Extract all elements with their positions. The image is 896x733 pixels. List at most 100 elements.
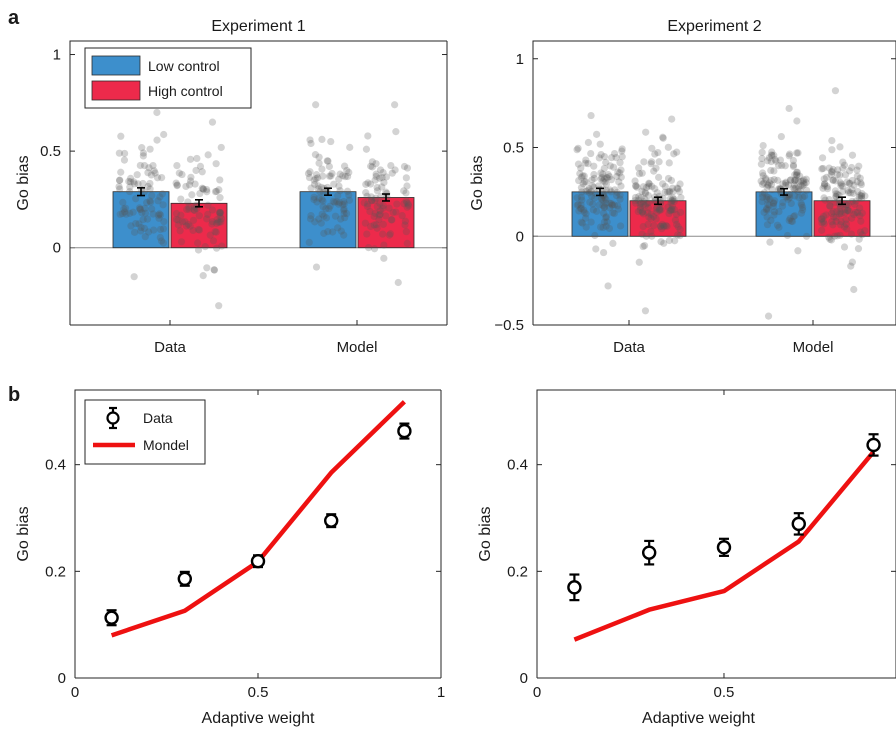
data-point (595, 201, 603, 209)
data-point (375, 215, 383, 224)
data-point (670, 205, 679, 214)
data-point (820, 182, 828, 190)
y-axis-label: Go bias (477, 506, 494, 561)
data-point (643, 199, 651, 208)
data-point (215, 302, 223, 310)
data-point (842, 201, 850, 209)
data-point (782, 181, 790, 190)
data-point (858, 190, 866, 198)
data-point (366, 180, 375, 188)
data-point (145, 228, 153, 236)
data-point (669, 188, 677, 196)
data-point (589, 200, 597, 208)
data-point (855, 193, 863, 202)
data-point (324, 228, 332, 236)
data-point (768, 185, 776, 194)
data-point (767, 181, 776, 189)
bar (571, 191, 629, 237)
data-point (315, 159, 323, 167)
data-point (802, 232, 811, 240)
data-point (217, 218, 225, 226)
data-point (160, 130, 168, 139)
data-point (608, 201, 616, 209)
data-point (792, 184, 800, 192)
data-point (670, 195, 678, 204)
data-point (613, 188, 621, 196)
data-point (187, 173, 195, 181)
y-axis-label: Go bias (469, 155, 486, 210)
data-point (198, 184, 206, 192)
data-point (199, 185, 207, 193)
data-point (794, 247, 802, 255)
data-point (667, 205, 676, 213)
data-point (577, 193, 585, 201)
data-point (173, 181, 181, 189)
data-point (644, 209, 652, 217)
data-point (823, 183, 831, 191)
data-point (849, 189, 857, 197)
data-point (668, 196, 677, 204)
y-tick-label: 1 (516, 51, 524, 68)
data-point (310, 176, 318, 184)
data-point (599, 196, 607, 205)
data-point (635, 193, 643, 201)
data-point (653, 204, 661, 212)
data-point (766, 238, 774, 246)
data-point (575, 207, 583, 215)
data-point (216, 209, 224, 217)
data-point (185, 205, 193, 213)
legend-swatch (91, 80, 141, 101)
data-point (190, 206, 198, 214)
data-point (317, 219, 325, 227)
data-point (829, 208, 837, 216)
data-point (817, 215, 826, 223)
data-point (392, 128, 400, 136)
data-point (789, 184, 797, 192)
data-point (666, 195, 675, 203)
data-point (329, 228, 337, 236)
data-point (765, 201, 773, 209)
data-point (373, 224, 381, 232)
data-point (388, 169, 396, 177)
panel-experiment-2: Experiment 2 −0.5 0 0.5 1 Data Model Go bias (469, 18, 896, 356)
data-point (656, 206, 664, 214)
data-point (841, 205, 849, 214)
data-point (762, 176, 770, 184)
data-point (318, 195, 326, 204)
data-point (778, 202, 787, 210)
data-point (833, 207, 841, 216)
data-point (402, 174, 410, 182)
panel-letter-b: b (8, 384, 20, 406)
y-tick-label: 0.5 (40, 143, 61, 160)
data-point (144, 169, 152, 177)
data-point (364, 200, 372, 208)
data-point (836, 171, 844, 179)
data-point (153, 108, 161, 117)
data-point (322, 214, 331, 222)
axis-frame-left-top (536, 389, 896, 678)
data-point (376, 207, 384, 215)
data-point (797, 209, 806, 217)
data-marker (641, 545, 657, 560)
data-point (319, 188, 328, 197)
data-point (195, 226, 204, 234)
data-point (634, 207, 642, 216)
data-point (602, 213, 610, 222)
data-point (340, 231, 348, 239)
data-marker (397, 423, 412, 439)
data-point (790, 181, 798, 189)
data-point (218, 242, 226, 250)
data-point (784, 195, 792, 203)
data-point (156, 233, 164, 242)
data-point (757, 160, 766, 168)
data-point (579, 180, 587, 188)
data-point (149, 161, 157, 170)
data-point (372, 160, 380, 168)
data-point (210, 266, 219, 274)
data-point (403, 164, 412, 172)
data-point (652, 164, 660, 172)
data-point (600, 204, 608, 212)
data-point (637, 193, 645, 202)
data-point (327, 137, 335, 146)
data-point (766, 195, 774, 203)
